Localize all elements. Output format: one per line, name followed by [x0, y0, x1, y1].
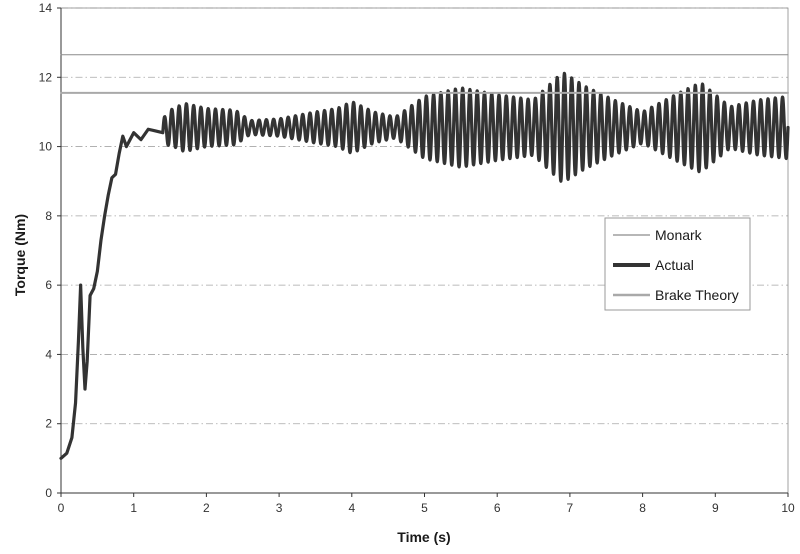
y-tick-label-14: 14 — [39, 1, 53, 15]
x-tick-label-9: 9 — [712, 501, 719, 515]
grid-lines — [61, 7, 788, 425]
legend-label-brake-theory: Brake Theory — [655, 287, 739, 303]
legend: Monark Actual Brake Theory — [604, 217, 751, 311]
x-tick-label-2: 2 — [203, 501, 210, 515]
y-tick-label-4: 4 — [45, 347, 52, 361]
y-tick-label-10: 10 — [39, 140, 53, 154]
x-tick-label-0: 0 — [58, 501, 65, 515]
x-tick-label-3: 3 — [276, 501, 283, 515]
x-tick-label-6: 6 — [494, 501, 501, 515]
x-tick-label-4: 4 — [348, 501, 355, 515]
x-tick-label-10: 10 — [781, 501, 795, 515]
y-tick-label-12: 12 — [39, 70, 53, 84]
x-tick-label-8: 8 — [639, 501, 646, 515]
axes — [57, 7, 789, 497]
y-axis-title: Torque (Nm) — [12, 214, 28, 296]
legend-label-monark: Monark — [655, 227, 703, 243]
series-line-actual — [59, 71, 790, 460]
series-lines — [59, 54, 790, 460]
y-tick-label-2: 2 — [45, 417, 52, 431]
y-tick-label-6: 6 — [45, 278, 52, 292]
x-tick-label-5: 5 — [421, 501, 428, 515]
y-tick-label-0: 0 — [45, 486, 52, 500]
y-tick-label-8: 8 — [45, 209, 52, 223]
x-tick-label-1: 1 — [130, 501, 137, 515]
x-tick-label-7: 7 — [567, 501, 574, 515]
legend-label-actual: Actual — [655, 257, 694, 273]
x-axis-title: Time (s) — [397, 529, 450, 545]
